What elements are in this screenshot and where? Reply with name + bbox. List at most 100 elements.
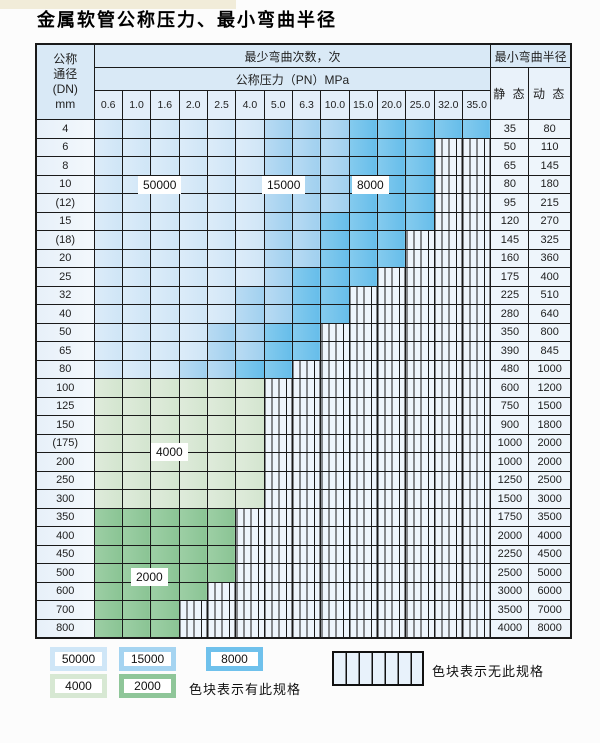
cell-spec-15000	[320, 193, 350, 213]
cell-no-spec	[376, 304, 407, 324]
cell-spec-50000	[206, 267, 237, 287]
cell-spec-50000	[178, 322, 208, 342]
cell-no-spec	[376, 378, 407, 398]
cell-no-spec	[263, 507, 293, 527]
cell-no-spec	[376, 285, 407, 305]
cell-spec-15000	[178, 359, 208, 379]
cell-spec-50000	[121, 119, 152, 139]
static-header: 静 态	[490, 67, 530, 120]
cell-no-spec	[376, 267, 407, 287]
cell-spec-8000	[348, 193, 378, 213]
cell-no-spec	[263, 415, 293, 435]
cell-spec-2000	[121, 618, 152, 638]
cell-no-spec	[433, 248, 463, 268]
cell-dynamic-radius: 4000	[528, 526, 572, 546]
cell-no-spec	[376, 415, 407, 435]
cell-spec-50000	[150, 359, 180, 379]
cell-spec-15000	[320, 156, 350, 176]
cell-dynamic-radius: 270	[528, 211, 572, 231]
cell-spec-15000	[263, 193, 293, 213]
cell-no-spec	[348, 618, 378, 638]
cell-spec-4000	[93, 378, 123, 398]
cell-spec-4000	[150, 415, 180, 435]
pressure-col-header: 15.0	[348, 90, 378, 120]
cell-dynamic-radius: 400	[528, 267, 572, 287]
cell-spec-8000	[291, 304, 322, 324]
cell-no-spec	[433, 137, 463, 157]
cell-no-spec	[405, 618, 435, 638]
cell-no-spec	[376, 322, 407, 342]
cell-no-spec	[376, 359, 407, 379]
cell-no-spec	[461, 526, 492, 546]
cell-spec-50000	[93, 267, 123, 287]
cell-no-spec	[433, 378, 463, 398]
header-row-1: 公称 通径 (DN) mm 最少弯曲次数，次 最小弯曲半径	[35, 43, 572, 120]
cell-no-spec	[235, 563, 265, 583]
cell-no-spec	[405, 378, 435, 398]
bend-cycles-header: 最少弯曲次数，次	[93, 43, 492, 68]
cell-spec-15000	[320, 119, 350, 139]
cell-no-spec	[461, 470, 492, 490]
cell-spec-4000	[206, 415, 237, 435]
cell-spec-4000	[178, 396, 208, 416]
cell-spec-50000	[235, 267, 265, 287]
cell-spec-2000	[206, 526, 237, 546]
legend-swatch-50000: 50000	[50, 647, 107, 671]
cell-no-spec	[461, 230, 492, 250]
cell-no-spec	[320, 415, 350, 435]
cell-spec-50000	[178, 193, 208, 213]
cell-spec-8000	[263, 341, 293, 361]
cell-no-spec	[291, 507, 322, 527]
cell-dynamic-radius: 3000	[528, 489, 572, 509]
cell-no-spec	[291, 396, 322, 416]
cell-spec-8000	[405, 119, 435, 139]
cell-dynamic-radius: 360	[528, 248, 572, 268]
cell-dn: 40	[35, 304, 95, 324]
cell-no-spec	[348, 322, 378, 342]
cell-no-spec	[235, 544, 265, 564]
cell-spec-4000	[150, 470, 180, 490]
cell-no-spec	[376, 341, 407, 361]
header-row-3: 0.6 1.0 1.6 2.0 2.5 4.0 5.0 6.3 10.0 15.…	[36, 90, 571, 120]
cell-spec-8000	[405, 137, 435, 157]
cell-dn: 200	[35, 452, 95, 472]
cell-static-radius: 1000	[490, 433, 530, 453]
dn-header-line: 通径	[53, 67, 78, 81]
header-row-2: 公称压力（PN）MPa 静 态 动 态	[36, 67, 572, 120]
cell-spec-2000	[93, 544, 123, 564]
cell-spec-50000	[178, 230, 208, 250]
cell-spec-8000	[405, 156, 435, 176]
cell-no-spec	[348, 378, 378, 398]
cell-static-radius: 1750	[490, 507, 530, 527]
cell-spec-50000	[206, 137, 237, 157]
cell-spec-50000	[235, 193, 265, 213]
cell-spec-50000	[93, 137, 123, 157]
cell-spec-2000	[93, 600, 123, 620]
cell-dn: 6	[35, 137, 95, 157]
cell-spec-4000	[235, 415, 265, 435]
cell-spec-50000	[235, 156, 265, 176]
cell-dynamic-radius: 510	[528, 285, 572, 305]
cell-no-spec	[291, 470, 322, 490]
cell-spec-15000	[291, 211, 322, 231]
cell-static-radius: 350	[490, 322, 530, 342]
cell-spec-2000	[121, 600, 152, 620]
cell-no-spec	[376, 618, 407, 638]
cell-no-spec	[433, 285, 463, 305]
table-row: 125 750 1500	[35, 396, 572, 416]
cell-static-radius: 120	[490, 211, 530, 231]
cell-dn: 500	[35, 563, 95, 583]
cell-spec-15000	[263, 267, 293, 287]
cell-spec-50000	[178, 248, 208, 268]
cell-spec-15000	[291, 156, 322, 176]
cell-spec-50000	[150, 211, 180, 231]
cell-no-spec	[235, 600, 265, 620]
cell-no-spec	[348, 433, 378, 453]
cell-static-radius: 225	[490, 285, 530, 305]
cell-spec-4000	[121, 433, 152, 453]
cell-no-spec	[461, 267, 492, 287]
cell-no-spec	[320, 507, 350, 527]
cell-spec-50000	[206, 230, 237, 250]
cell-no-spec	[433, 211, 463, 231]
cycles-label-8000: 8000	[352, 176, 389, 194]
